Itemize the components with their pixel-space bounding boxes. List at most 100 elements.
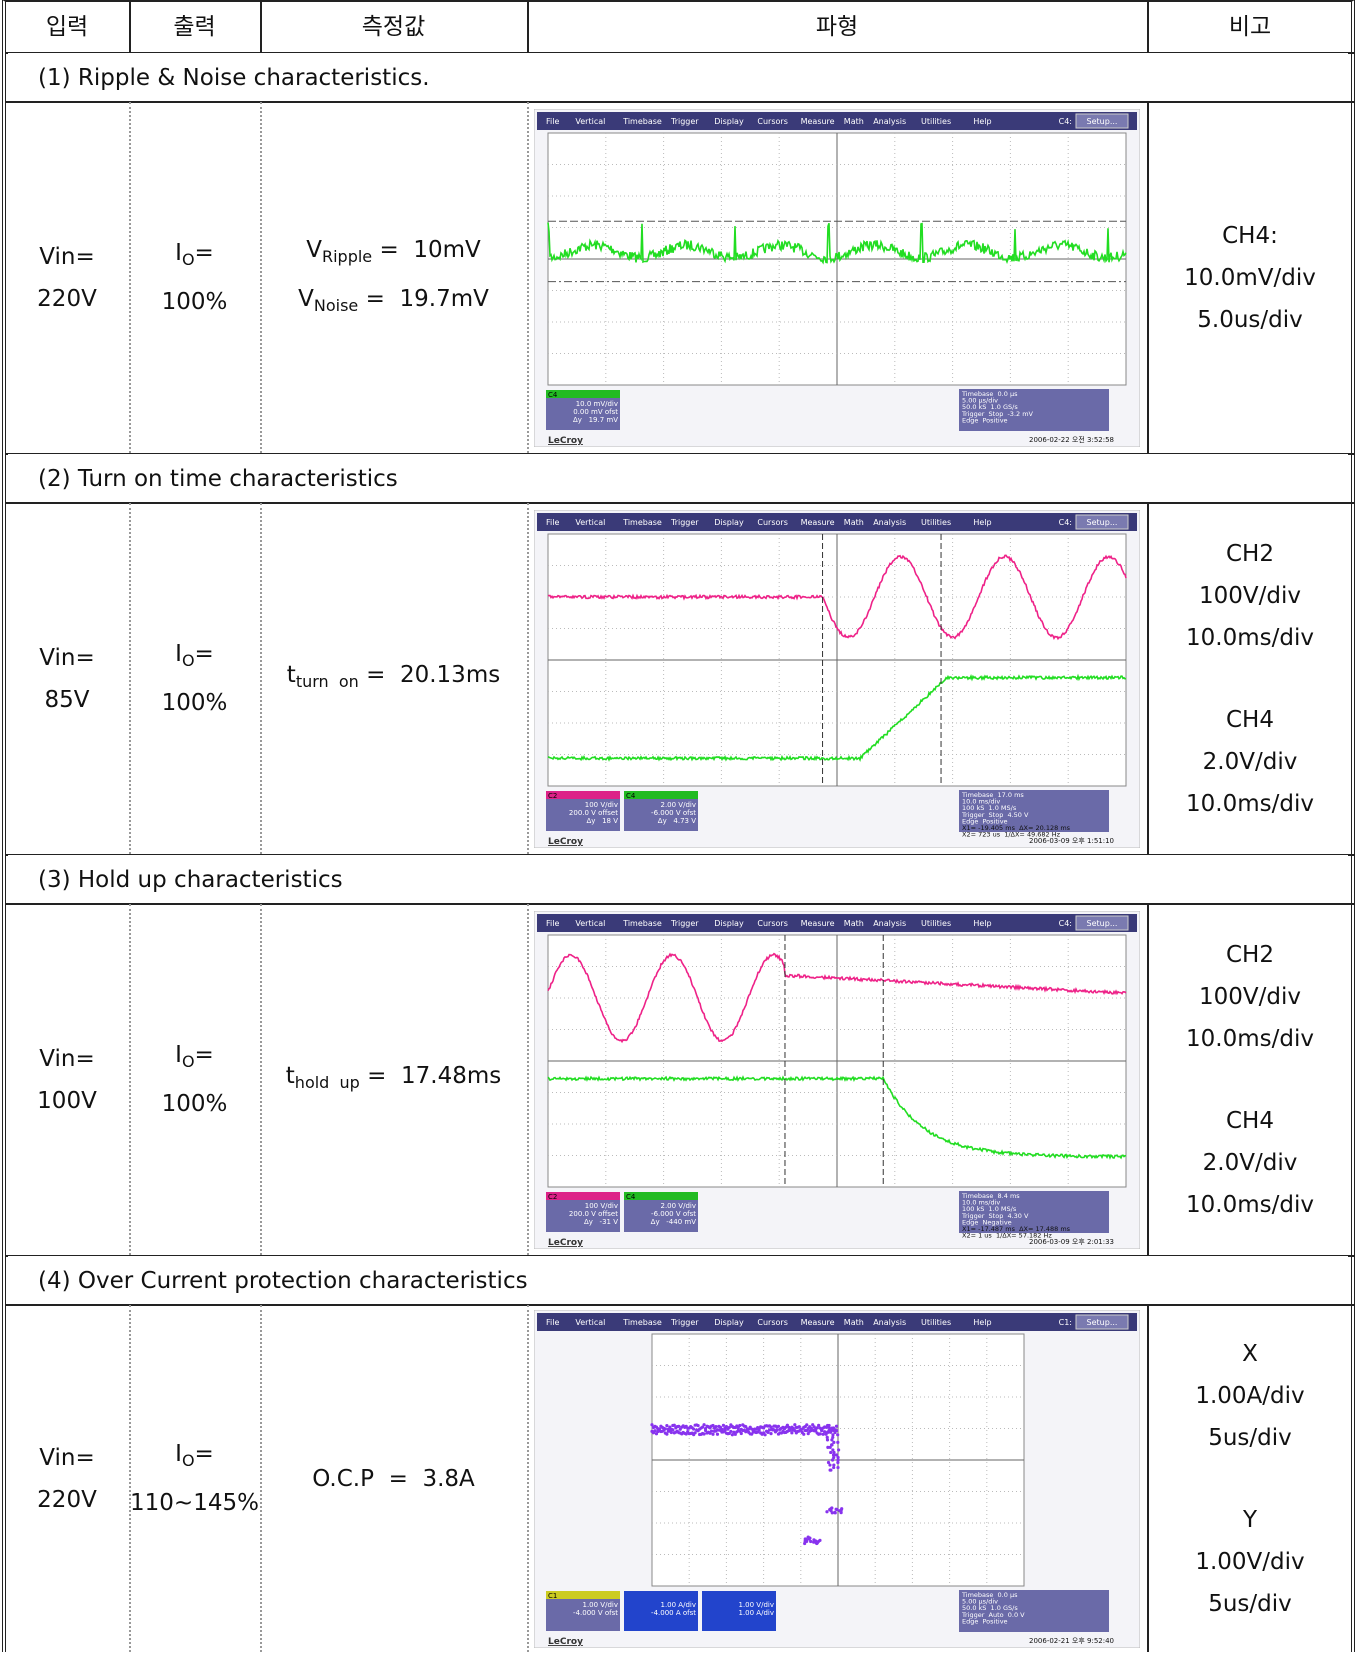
menu-item: Trigger [670, 919, 699, 928]
note-cell: CH2 100V/div 10.0ms/div CH4 2.0V/div 10.0ms/d… [1147, 503, 1353, 854]
trace-dot [720, 1427, 724, 1431]
subscript: O [181, 651, 195, 670]
trace-dot [703, 1428, 708, 1432]
trace-dot [823, 1429, 827, 1433]
note-line: 10.0ms/div [1186, 624, 1314, 651]
trace-dot [826, 1445, 830, 1449]
menu-item: Math [844, 919, 864, 928]
output-label: IO= [175, 232, 214, 281]
waveform-cell: File Vertical Timebase Trigger Display Cursor… [527, 1305, 1147, 1652]
measure-value: = 10mV [372, 236, 481, 263]
channel-head [624, 1191, 698, 1200]
menu-bar [537, 111, 1137, 130]
trace-dot [769, 1431, 773, 1435]
subscript: O [181, 1451, 195, 1470]
channel-readout: 100 V/div [585, 801, 618, 809]
trace-dot [832, 1440, 836, 1444]
brand: LeCroy [548, 436, 583, 446]
column-line [129, 102, 131, 453]
menu-item: Vertical [575, 1318, 605, 1327]
timebase-readout: 100 kS 1.0 MS/s [962, 1205, 1017, 1213]
channel-readout: 1.00 A/div [661, 1601, 697, 1609]
channel-name: C4 [626, 1193, 636, 1201]
trace-dot [711, 1423, 715, 1427]
header-cell: 파형 [815, 13, 859, 40]
timebase-readout: Edge Negative [962, 1218, 1012, 1226]
subscript: turn on [295, 672, 359, 691]
setup-button [1075, 113, 1129, 128]
input-line: Vin= [39, 243, 95, 270]
note-line: CH4 [1226, 706, 1274, 733]
header-cell: 출력 [173, 13, 216, 40]
oscilloscope: File Vertical Timebase Trigger Display Cursor… [534, 1309, 1140, 1648]
header-cell: 비고 [1228, 13, 1272, 40]
section-title: (4) Over Current protection characterist… [8, 1256, 1348, 1305]
trace-dot [837, 1447, 841, 1452]
column-line [129, 1305, 131, 1652]
column-line [260, 1305, 262, 1652]
channel-readout: 0.00 mV ofst [573, 408, 618, 416]
setup-button [1075, 514, 1129, 529]
symbol: I [175, 641, 182, 667]
menu-item: Vertical [575, 518, 605, 527]
channel-readout: Δy -31 V [584, 1218, 618, 1226]
brand: LeCroy [548, 1637, 583, 1647]
column-line [260, 503, 262, 854]
menu-item: Measure [801, 919, 835, 928]
trace-dot [692, 1426, 696, 1431]
trace-dot [834, 1428, 839, 1432]
trace-dot [836, 1440, 840, 1444]
trace-dot [793, 1422, 797, 1426]
trace-dot [677, 1424, 681, 1428]
column-line [129, 904, 131, 1255]
column-line [527, 503, 529, 854]
trace-dot [790, 1430, 794, 1434]
trace-dot [806, 1431, 810, 1435]
trace-dot [724, 1424, 728, 1428]
menu-item: Help [973, 117, 991, 126]
note-line: 2.0V/div [1202, 1149, 1298, 1176]
timebase-box [959, 1190, 1109, 1233]
timebase-readout: Timebase 0.0 µs [961, 1591, 1018, 1599]
trace-dot [763, 1432, 767, 1436]
channel-readout: 200.0 V offset [569, 1210, 618, 1218]
trace-dot [729, 1429, 733, 1433]
menu-bar [537, 913, 1137, 932]
note-line: Y [1242, 1506, 1258, 1533]
trace-dot [739, 1431, 743, 1435]
trace-dot [766, 1430, 770, 1434]
channel-name: C4 [626, 792, 636, 800]
menu-item: Math [844, 518, 864, 527]
trace-dot [669, 1430, 673, 1434]
trace-dot [818, 1538, 822, 1542]
measure-line: O.C.P = 3.8A [312, 1458, 475, 1500]
timebase-readout: 50.0 kS 1.0 GS/s [962, 1604, 1018, 1612]
channel-readout: -4.000 V ofst [573, 1609, 618, 1617]
menu-item: Measure [801, 1318, 835, 1327]
channel-name: C2 [548, 1193, 557, 1201]
trace-dot [831, 1452, 836, 1457]
trace-dot [723, 1428, 727, 1432]
symbol: I [175, 1042, 182, 1068]
channel-box [702, 1590, 776, 1631]
channel-name: C1 [548, 1592, 557, 1600]
trace-dot [831, 1447, 835, 1452]
timestamp: 2006-03-09 오후 2:01:33 [1029, 1238, 1114, 1246]
column-line [527, 904, 529, 1255]
menu-bar [537, 1312, 1137, 1331]
menu-item: Timebase [622, 518, 662, 527]
scope-channel: C1: [1059, 1318, 1072, 1327]
measure-line: tturn on = 20.13ms [287, 654, 500, 703]
measure-cell: VRipple = 10mV VNoise = 19.7mV [260, 102, 527, 453]
menu-item: Measure [801, 117, 835, 126]
trace-dot [832, 1462, 836, 1467]
input-line: Vin= [39, 1045, 95, 1072]
timebase-readout: Timebase 17.0 ms [961, 791, 1024, 799]
trace-dot [672, 1423, 676, 1427]
trace-dot [788, 1428, 792, 1432]
scope-channel: C4: [1059, 919, 1072, 928]
menu-item: Utilities [921, 919, 951, 928]
trace-dot [696, 1423, 700, 1427]
